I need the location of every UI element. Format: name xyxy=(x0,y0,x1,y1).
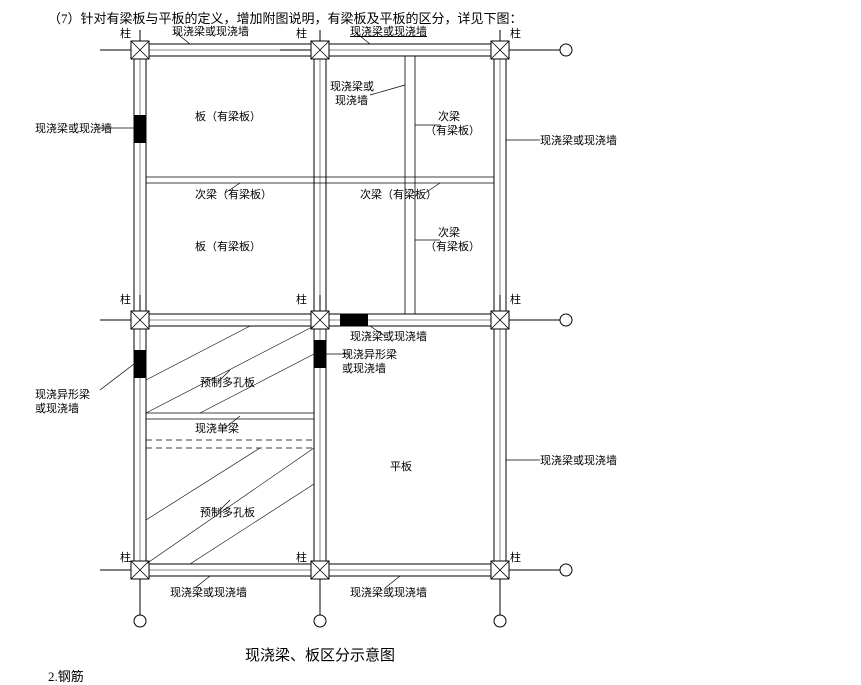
label-danliang: 现浇单梁 xyxy=(195,422,239,436)
label-prefab-top: 预制多孔板 xyxy=(200,376,255,390)
label-zhu-m2: 柱 xyxy=(296,293,307,307)
column-t2 xyxy=(311,41,329,59)
label-zhu-t2: 柱 xyxy=(296,27,307,41)
label-zhu-m1: 柱 xyxy=(120,293,131,307)
column-m3 xyxy=(491,311,509,329)
label-pingban: 平板 xyxy=(390,460,412,474)
label-ciliang-v2b: （有梁板） xyxy=(425,124,480,138)
label-beam-top2: 现浇梁或现浇墙 xyxy=(350,25,427,39)
column-m1 xyxy=(131,311,149,329)
page-title: （7）针对有梁板与平板的定义，增加附图说明，有梁板及平板的区分，详见下图： xyxy=(48,8,523,27)
label-yixing-mid-1: 现浇异形梁 xyxy=(342,348,397,362)
label-beam-bottom1: 现浇梁或现浇墙 xyxy=(170,586,247,600)
label-ciliang-left: 次梁（有梁板） xyxy=(195,188,272,202)
label-inner-beam-l1: 现浇梁或 xyxy=(330,80,374,94)
beam-v-inner-upper xyxy=(405,56,415,314)
label-yixing-mid-2: 或现浇墙 xyxy=(342,362,386,376)
column-b2 xyxy=(311,561,329,579)
label-beam-right-upper: 现浇梁或现浇墙 xyxy=(540,134,617,148)
footer-text: 2.钢筋 xyxy=(48,666,84,685)
marker-left-upper xyxy=(134,115,146,143)
label-beam-right-lower: 现浇梁或现浇墙 xyxy=(540,454,617,468)
caption: 现浇梁、板区分示意图 xyxy=(245,644,395,665)
label-zhu-b2: 柱 xyxy=(296,551,307,565)
label-ciliang-v3a: 次梁 xyxy=(438,226,460,240)
prefab-zone xyxy=(146,326,314,564)
label-inner-beam-l2: 现浇墙 xyxy=(335,94,368,108)
label-beam-left: 现浇梁或现浇墙 xyxy=(35,122,112,136)
label-ciliang-v3b: （有梁板） xyxy=(425,240,480,254)
label-beam-bottom2: 现浇梁或现浇墙 xyxy=(350,586,427,600)
label-slab2: 板（有梁板） xyxy=(195,240,261,254)
label-beam-top1: 现浇梁或现浇墙 xyxy=(172,25,249,39)
marker-mid-h xyxy=(340,314,368,326)
label-slab1: 板（有梁板） xyxy=(195,110,261,124)
column-b3 xyxy=(491,561,509,579)
column-t3 xyxy=(491,41,509,59)
label-zhu-m3: 柱 xyxy=(510,293,521,307)
marker-mid-v xyxy=(314,340,326,368)
diagram: 柱 柱 柱 柱 柱 柱 柱 柱 柱 现浇梁或现浇墙 现浇梁或现浇墙 现浇梁或现浇… xyxy=(40,30,660,630)
label-ciliang-v2a: 次梁 xyxy=(438,110,460,124)
label-prefab-bot: 预制多孔板 xyxy=(200,506,255,520)
label-zhu-b3: 柱 xyxy=(510,551,521,565)
label-yixing-left-2: 或现浇墙 xyxy=(35,402,79,416)
marker-left-lower xyxy=(134,350,146,378)
label-ciliang-right: 次梁（有梁板） xyxy=(360,188,437,202)
label-yixing-left-1: 现浇异形梁 xyxy=(35,388,90,402)
label-zhu-t1: 柱 xyxy=(120,27,131,41)
label-beam-mid-right: 现浇梁或现浇墙 xyxy=(350,330,427,344)
column-t1 xyxy=(131,41,149,59)
label-zhu-b1: 柱 xyxy=(120,551,131,565)
label-zhu-t3: 柱 xyxy=(510,27,521,41)
